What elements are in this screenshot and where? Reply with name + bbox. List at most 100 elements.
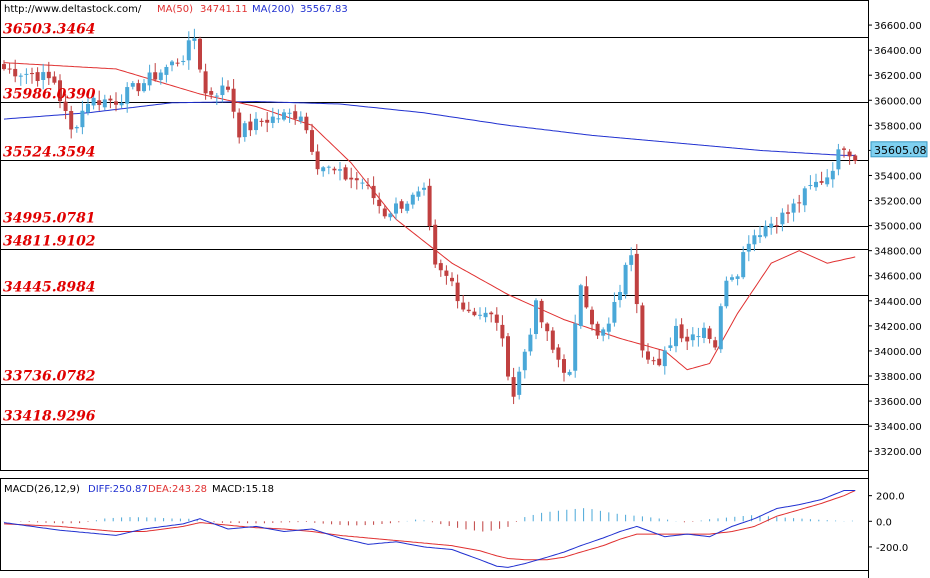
candle-body bbox=[567, 371, 572, 375]
candle-body bbox=[231, 88, 236, 112]
candle-body bbox=[836, 149, 841, 170]
level-label: 35524.3594 bbox=[3, 145, 96, 161]
price-tick-label: 34800.00 bbox=[874, 247, 922, 258]
candle-body bbox=[679, 324, 684, 339]
candle-body bbox=[198, 38, 202, 70]
candle-body bbox=[181, 60, 186, 63]
candle-body bbox=[153, 72, 158, 80]
candle-body bbox=[142, 83, 146, 92]
macd-value: MACD:15.18 bbox=[212, 484, 274, 495]
candle-body bbox=[63, 101, 68, 112]
candle-body bbox=[298, 116, 303, 122]
candle-body bbox=[310, 130, 314, 152]
candle-body bbox=[612, 301, 617, 323]
candle-body bbox=[237, 112, 242, 138]
candle-body bbox=[410, 194, 415, 205]
current-price-value: 35605.08 bbox=[874, 144, 927, 157]
price-tick-label: 36000.00 bbox=[874, 96, 922, 107]
candle-body bbox=[646, 351, 650, 360]
candle-body bbox=[735, 276, 740, 279]
candle-body bbox=[74, 126, 79, 129]
candle-body bbox=[282, 112, 286, 120]
candle-body bbox=[629, 255, 634, 265]
candle-body bbox=[791, 203, 796, 213]
candle-body bbox=[7, 68, 12, 70]
price-tick-label: 35000.00 bbox=[874, 222, 922, 233]
candle-body bbox=[825, 177, 830, 185]
candle-body bbox=[248, 121, 253, 131]
candle-body bbox=[427, 185, 432, 226]
candle-body bbox=[584, 286, 589, 308]
price-tick-label: 35200.00 bbox=[874, 197, 922, 208]
candle-body bbox=[35, 72, 40, 82]
candle-body bbox=[466, 309, 471, 312]
site-url[interactable]: http://www.deltastock.com/ bbox=[4, 4, 142, 15]
candle-body bbox=[209, 91, 214, 95]
candlesticks bbox=[2, 28, 858, 405]
candle-body bbox=[511, 377, 516, 397]
candle-body bbox=[338, 169, 342, 171]
price-tick-label: 33800.00 bbox=[874, 372, 922, 383]
candle-body bbox=[786, 212, 790, 214]
candle-body bbox=[494, 314, 499, 323]
candle-body bbox=[343, 167, 348, 180]
candle-body bbox=[752, 235, 757, 245]
candle-body bbox=[668, 345, 673, 348]
candle-body bbox=[707, 328, 712, 339]
candle-body bbox=[819, 181, 824, 183]
level-label: 34445.8984 bbox=[3, 280, 96, 296]
candle-body bbox=[830, 170, 835, 180]
candle-body bbox=[713, 340, 718, 348]
candle-body bbox=[814, 181, 818, 188]
candle-body bbox=[125, 87, 130, 104]
candle-body bbox=[164, 66, 169, 75]
macd-dea-line bbox=[3, 490, 856, 561]
candle-body bbox=[276, 118, 281, 120]
candle-body bbox=[623, 264, 628, 295]
level-label: 35986.0390 bbox=[3, 87, 96, 103]
candle-body bbox=[433, 224, 438, 265]
candle-body bbox=[203, 71, 208, 94]
candle-body bbox=[640, 305, 645, 351]
candle-body bbox=[769, 223, 774, 228]
candle-body bbox=[730, 277, 734, 280]
current-price-tag: 35605.08 bbox=[870, 141, 928, 158]
candle-body bbox=[377, 199, 382, 207]
candle-body bbox=[702, 327, 706, 338]
candle-body bbox=[416, 191, 421, 197]
macd-label: MACD(26,12,9) bbox=[4, 484, 80, 495]
candle-body bbox=[119, 102, 124, 106]
candle-body bbox=[91, 97, 96, 106]
candle-body bbox=[80, 110, 85, 128]
candle-body bbox=[192, 38, 197, 41]
candle-body bbox=[349, 177, 354, 180]
candle-body bbox=[724, 280, 729, 307]
candle-body bbox=[550, 330, 555, 350]
candle-body bbox=[847, 151, 852, 157]
level-label: 33418.9296 bbox=[3, 409, 96, 425]
candle-body bbox=[422, 187, 426, 190]
candle-body bbox=[657, 358, 662, 366]
candle-body bbox=[539, 300, 544, 323]
candle-body bbox=[30, 73, 34, 75]
candle-body bbox=[534, 300, 538, 335]
candle-body bbox=[573, 323, 578, 371]
candle-body bbox=[780, 212, 785, 225]
price-tick-label: 33600.00 bbox=[874, 397, 922, 408]
candle-body bbox=[461, 302, 466, 310]
candle-body bbox=[450, 277, 454, 282]
macd-diff-line bbox=[3, 490, 856, 568]
candle-body bbox=[478, 314, 482, 316]
candle-body bbox=[500, 324, 505, 339]
candle-body bbox=[315, 151, 320, 170]
price-tick-label: 36200.00 bbox=[874, 71, 922, 82]
candle-body bbox=[158, 72, 163, 80]
candle-body bbox=[662, 350, 667, 367]
ma200-value: 35567.83 bbox=[300, 4, 348, 15]
level-label: 36503.3464 bbox=[3, 22, 96, 38]
price-tick-label: 35800.00 bbox=[874, 121, 922, 132]
candle-body bbox=[618, 291, 622, 301]
candle-body bbox=[394, 203, 398, 214]
candle-body bbox=[606, 323, 611, 332]
candle-body bbox=[382, 208, 387, 217]
